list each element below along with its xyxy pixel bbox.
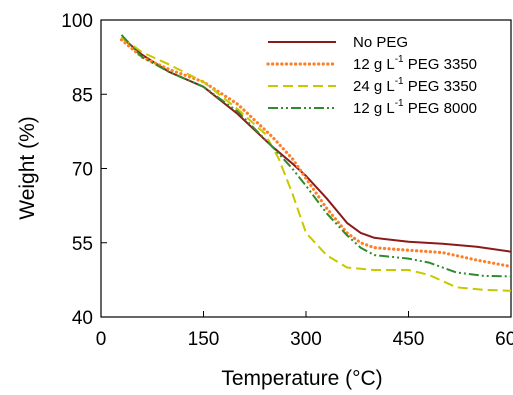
x-axis-title: Temperature (°C) xyxy=(221,367,382,390)
legend-label-suffix: PEG 8000 xyxy=(404,100,477,117)
legend-label-superscript: -1 xyxy=(395,98,404,109)
legend-label-main: 12 g L xyxy=(353,56,395,73)
legend-label-4: 12 g L-1 PEG 8000 xyxy=(353,98,477,117)
series-line-3 xyxy=(120,36,512,292)
legend-label-superscript: -1 xyxy=(395,76,404,87)
series-line-2 xyxy=(119,38,513,269)
legend-label-2: 12 g L-1 PEG 3350 xyxy=(353,54,477,73)
legend-label-main: 24 g L xyxy=(353,78,395,95)
legend-label-main: 12 g L xyxy=(353,100,395,117)
y-axis-title: Weight (%) xyxy=(16,116,39,219)
legend-label-1: No PEG xyxy=(353,34,408,51)
x-tick-label: 600 xyxy=(495,329,513,350)
y-axis-ticks: 40 55 70 85 100 xyxy=(61,11,107,329)
series-layer xyxy=(119,34,513,292)
y-tick-label: 70 xyxy=(72,160,93,181)
x-tick-label: 150 xyxy=(188,329,220,350)
x-tick-label: 300 xyxy=(290,329,322,350)
x-tick-label: 450 xyxy=(393,329,425,350)
x-tick-label: 0 xyxy=(96,329,107,350)
y-tick-label: 40 xyxy=(72,308,93,329)
legend-label-3: 24 g L-1 PEG 3350 xyxy=(353,76,477,95)
series-line-4 xyxy=(120,34,512,278)
legend-label-superscript: -1 xyxy=(395,54,404,65)
legend-label-main: No PEG xyxy=(353,34,408,51)
y-tick-label: 85 xyxy=(72,85,93,106)
series-line-1 xyxy=(120,36,512,253)
legend-label-suffix: PEG 3350 xyxy=(404,78,477,95)
x-axis-ticks: 0 150 300 450 600 xyxy=(96,311,513,350)
y-tick-label: 55 xyxy=(72,234,93,255)
plot-area: 0 150 300 450 600 40 55 70 85 100 xyxy=(61,11,513,350)
legend-label-suffix: PEG 3350 xyxy=(404,56,477,73)
y-tick-label: 100 xyxy=(61,11,93,32)
